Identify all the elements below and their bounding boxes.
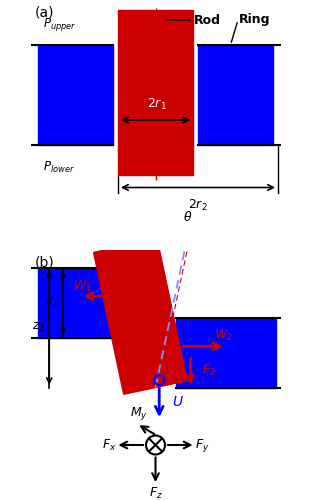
Text: $F_2$: $F_2$ xyxy=(202,362,216,378)
Text: (a): (a) xyxy=(34,5,54,19)
Text: $P_{upper}$: $P_{upper}$ xyxy=(43,16,77,34)
Text: $z_2$: $z_2$ xyxy=(32,321,45,334)
Text: $F_x$: $F_x$ xyxy=(102,438,117,452)
Text: $F_1$: $F_1$ xyxy=(128,315,142,330)
Text: $U$: $U$ xyxy=(172,396,183,409)
Bar xyxy=(38,268,126,338)
Bar xyxy=(38,45,113,145)
Text: (b): (b) xyxy=(34,255,54,269)
Text: $F_z$: $F_z$ xyxy=(149,486,162,500)
Text: $M_y$: $M_y$ xyxy=(130,405,148,422)
Text: $\theta$: $\theta$ xyxy=(183,210,193,224)
Bar xyxy=(175,318,276,388)
Text: $P_{lower}$: $P_{lower}$ xyxy=(43,160,75,175)
Text: $W_2$: $W_2$ xyxy=(214,328,233,342)
Text: $W_1$: $W_1$ xyxy=(73,278,93,294)
Polygon shape xyxy=(94,239,187,394)
Text: $2r_2$: $2r_2$ xyxy=(188,198,208,212)
Text: $F_y$: $F_y$ xyxy=(194,436,209,454)
Text: $2r_1$: $2r_1$ xyxy=(147,98,167,112)
Bar xyxy=(198,45,273,145)
Text: Ring: Ring xyxy=(239,14,271,26)
Text: $z_1$: $z_1$ xyxy=(46,296,59,309)
Text: Rod: Rod xyxy=(194,14,221,26)
Bar xyxy=(118,10,193,175)
